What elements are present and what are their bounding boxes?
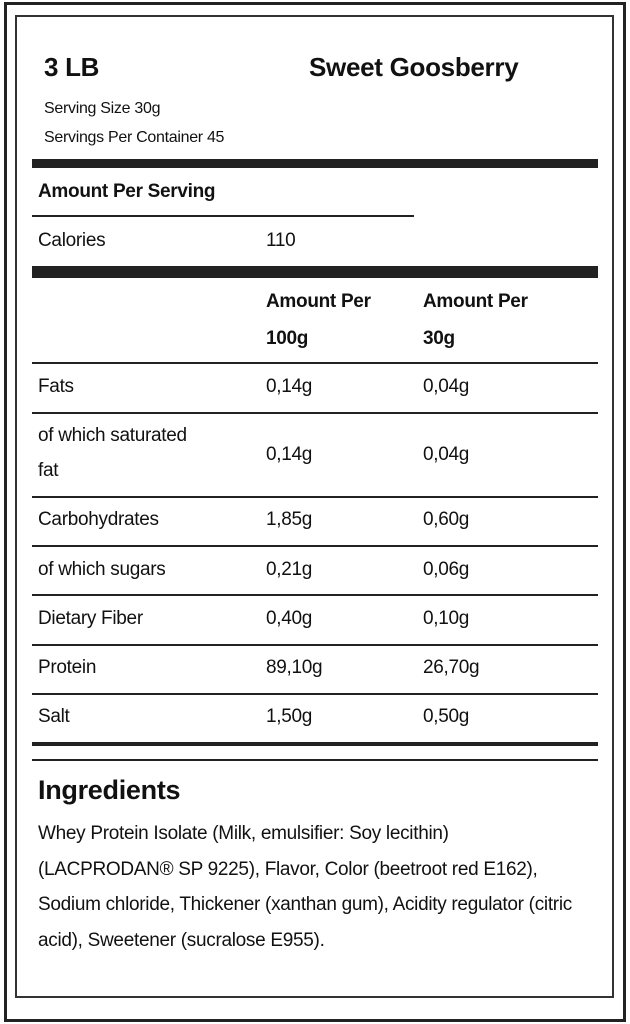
row-per30: 0,10g bbox=[423, 608, 470, 629]
header-per-100g: Amount Per bbox=[266, 291, 371, 312]
row-per100: 1,50g bbox=[266, 706, 313, 727]
servings-per-container: Servings Per Container 45 bbox=[44, 129, 225, 146]
divider bbox=[32, 215, 414, 217]
row-per30: 0,04g bbox=[423, 376, 470, 397]
row-per100: 0,14g bbox=[266, 376, 313, 397]
row-label: Salt bbox=[38, 706, 70, 727]
row-label-cont: fat bbox=[38, 460, 59, 481]
row-label: Carbohydrates bbox=[38, 509, 159, 530]
divider bbox=[32, 759, 598, 761]
ingredients-text: Whey Protein Isolate (Milk, emulsifier: … bbox=[38, 823, 572, 951]
row-per30: 0,60g bbox=[423, 509, 470, 530]
row-per100: 1,85g bbox=[266, 509, 313, 530]
container-size: 3 LB bbox=[44, 52, 100, 82]
header-per-30g-unit: 30g bbox=[423, 328, 455, 349]
row-per100: 0,40g bbox=[266, 608, 313, 629]
thick-divider bbox=[32, 742, 598, 746]
row-label: Dietary Fiber bbox=[38, 608, 143, 629]
row-per30: 0,06g bbox=[423, 559, 470, 580]
serving-size: Serving Size 30g bbox=[44, 100, 161, 117]
row-divider bbox=[32, 362, 598, 364]
inner-border bbox=[15, 15, 614, 998]
row-per100: 0,14g bbox=[266, 444, 313, 465]
row-per30: 0,04g bbox=[423, 444, 470, 465]
row-divider bbox=[32, 412, 598, 414]
row-divider bbox=[32, 693, 598, 695]
thick-divider bbox=[32, 159, 598, 168]
row-label: of which sugars bbox=[38, 559, 166, 580]
row-divider bbox=[32, 545, 598, 547]
amount-per-serving: Amount Per Serving bbox=[38, 181, 216, 202]
row-per100: 89,10g bbox=[266, 657, 323, 678]
row-per100: 0,21g bbox=[266, 559, 313, 580]
row-divider bbox=[32, 644, 598, 646]
row-divider bbox=[32, 496, 598, 498]
calories-label: Calories bbox=[38, 230, 106, 251]
row-label: of which saturated bbox=[38, 425, 187, 446]
flavor-name: Sweet Goosberry bbox=[309, 52, 519, 82]
header-per-100g-unit: 100g bbox=[266, 328, 309, 349]
outer-border bbox=[4, 2, 626, 1022]
row-label: Protein bbox=[38, 657, 97, 678]
header-per-30g: Amount Per bbox=[423, 291, 528, 312]
ingredients-title: Ingredients bbox=[38, 775, 181, 805]
calories-value: 110 bbox=[266, 230, 296, 251]
row-label: Fats bbox=[38, 376, 74, 397]
row-divider bbox=[32, 594, 598, 596]
thick-divider bbox=[32, 266, 598, 278]
row-per30: 0,50g bbox=[423, 706, 470, 727]
row-per30: 26,70g bbox=[423, 657, 480, 678]
